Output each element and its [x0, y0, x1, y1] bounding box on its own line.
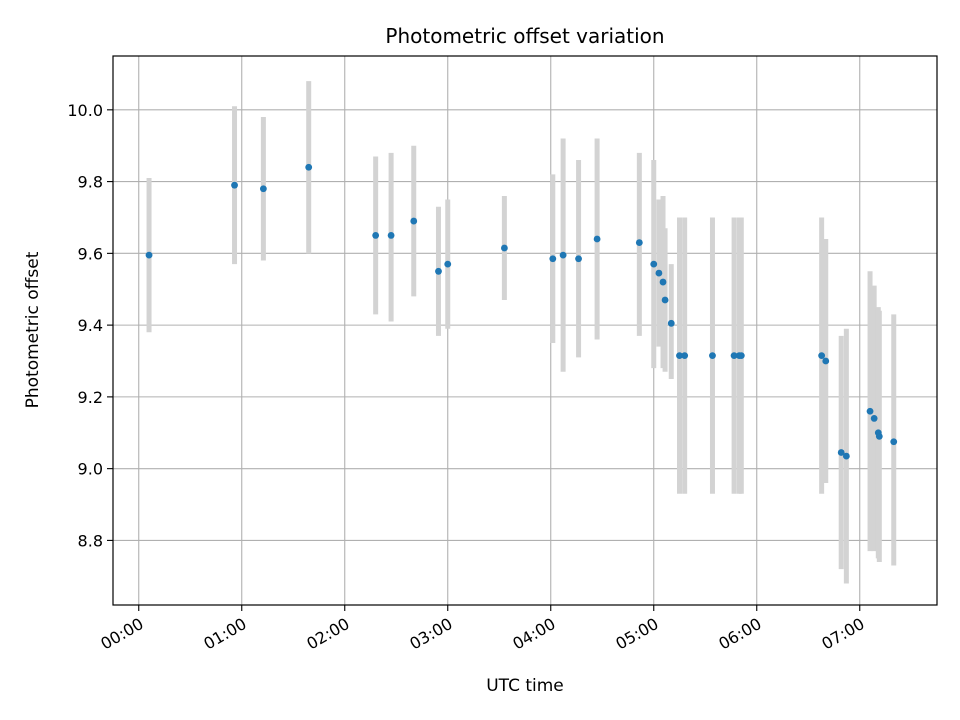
x-tick-label: 00:00 — [97, 614, 146, 654]
data-point — [387, 232, 395, 239]
data-point — [659, 278, 667, 286]
data-point — [890, 438, 898, 446]
data-point — [575, 255, 582, 263]
x-axis-label: UTC time — [486, 676, 564, 696]
data-point — [549, 255, 557, 263]
x-tick-label: 01:00 — [200, 614, 249, 654]
data-point — [372, 232, 380, 239]
x-tick-label: 07:00 — [818, 614, 867, 654]
data-point — [842, 452, 850, 460]
y-tick-label: 8.8 — [78, 531, 103, 550]
data-point — [444, 260, 452, 268]
data-point — [730, 352, 738, 360]
point-layer — [145, 163, 898, 460]
x-tick-label: 05:00 — [612, 614, 661, 654]
data-point — [681, 352, 689, 360]
y-tick-label: 9.6 — [78, 244, 103, 263]
data-point — [650, 260, 658, 268]
data-point — [875, 432, 883, 440]
data-point — [593, 235, 601, 243]
data-point — [737, 352, 745, 360]
x-tick-label: 03:00 — [406, 614, 455, 654]
y-tick-label: 9.8 — [78, 173, 103, 192]
data-point — [661, 296, 669, 304]
data-point — [866, 407, 874, 415]
data-point — [870, 415, 878, 422]
data-point — [259, 185, 267, 193]
x-axis-ticks: 00:00 01:00 02:00 03:00 04:00 05:00 06:00 07:00 — [97, 605, 868, 654]
data-point — [822, 357, 830, 365]
data-point — [635, 239, 643, 246]
errorbar-layer — [146, 81, 897, 584]
y-tick-label: 10.0 — [67, 101, 103, 120]
data-point — [655, 269, 663, 277]
x-tick-label: 04:00 — [509, 614, 558, 654]
y-tick-label: 9.2 — [78, 388, 103, 407]
plot-frame — [112, 55, 938, 606]
data-point — [667, 319, 675, 327]
y-tick-label: 9.0 — [78, 460, 103, 479]
chart-title: Photometric offset variation — [385, 24, 664, 48]
data-point — [145, 251, 153, 259]
data-point — [837, 449, 845, 456]
data-point — [501, 244, 508, 252]
data-point — [231, 181, 238, 189]
data-point — [435, 267, 442, 275]
data-point — [676, 352, 683, 360]
y-axis-label: Photometric offset — [23, 251, 43, 408]
data-point — [559, 251, 567, 259]
data-point — [709, 352, 716, 360]
x-tick-label: 06:00 — [715, 614, 764, 654]
data-point — [305, 163, 313, 171]
data-point — [410, 217, 418, 225]
y-axis-ticks: 8.8 9.0 9.2 9.4 9.6 9.8 10.0 — [67, 101, 113, 550]
x-tick-label: 02:00 — [303, 614, 352, 654]
data-point — [818, 352, 826, 360]
y-tick-label: 9.4 — [78, 316, 103, 335]
